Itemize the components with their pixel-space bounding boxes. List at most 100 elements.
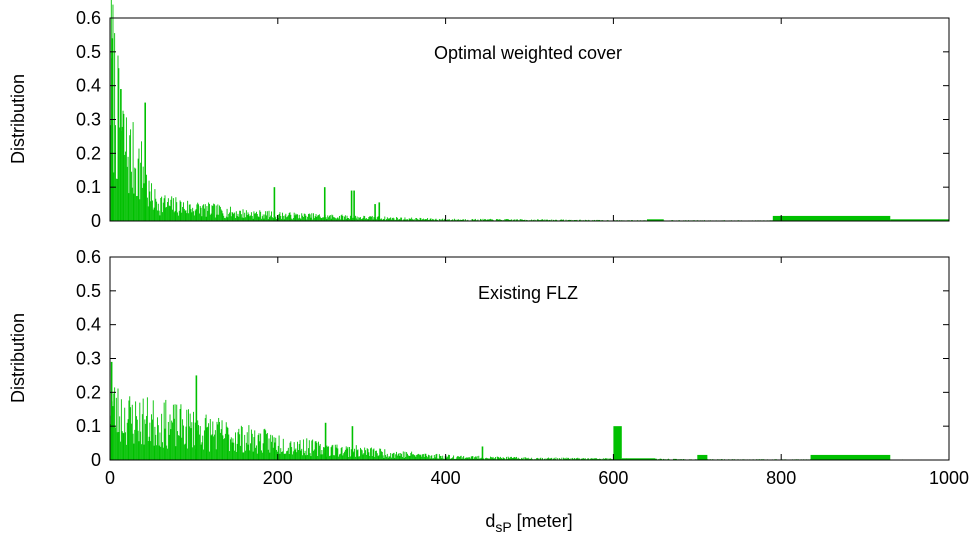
histogram-bar — [413, 219, 415, 221]
histogram-bar — [198, 425, 199, 460]
histogram-bar — [359, 456, 361, 460]
histogram-bar — [194, 210, 196, 221]
histogram-bar — [370, 447, 372, 460]
histogram-bar — [509, 219, 511, 221]
histogram-bar — [485, 219, 486, 221]
histogram-bar — [212, 421, 214, 460]
histogram-bar — [549, 219, 551, 221]
histogram-bar — [118, 431, 120, 460]
histogram-bar — [315, 441, 317, 460]
histogram-bar — [180, 201, 182, 221]
histogram-bar — [125, 432, 127, 460]
histogram-bar — [150, 441, 152, 460]
histogram-bar — [537, 219, 538, 221]
histogram-bar — [216, 214, 218, 221]
histogram-bar — [182, 419, 184, 460]
histogram-bar — [293, 442, 295, 460]
histogram-bar — [248, 425, 250, 460]
histogram-bar — [413, 454, 415, 460]
histogram-bar — [194, 422, 196, 460]
histogram-bar — [398, 453, 400, 460]
histogram-bar — [301, 448, 303, 460]
histogram-bar — [383, 457, 385, 460]
histogram-bar — [565, 219, 567, 221]
y-tick-label: 0.5 — [76, 281, 101, 301]
histogram-bar — [329, 215, 331, 221]
histogram-bar — [291, 218, 293, 221]
histogram-bar — [526, 458, 528, 460]
histogram-bar — [446, 219, 448, 221]
histogram-bar — [380, 219, 382, 221]
histogram-bar — [384, 449, 386, 460]
histogram-bar — [270, 215, 272, 221]
histogram-bar — [146, 397, 148, 460]
histogram-bar — [485, 458, 486, 460]
histogram-bar — [142, 398, 144, 460]
histogram-bar — [136, 195, 138, 221]
histogram-bar — [308, 440, 310, 460]
histogram-bar — [348, 457, 350, 460]
histogram-bar — [399, 219, 401, 221]
histogram-bar — [490, 456, 491, 460]
histogram-bar — [167, 448, 168, 460]
histogram-bar — [402, 451, 404, 460]
histogram-bar — [508, 457, 510, 460]
histogram-bar — [274, 442, 276, 460]
histogram-bar — [479, 458, 481, 460]
histogram-bar — [417, 454, 418, 460]
histogram-bar — [280, 448, 282, 460]
histogram-bar — [305, 215, 307, 221]
histogram-bar — [510, 456, 512, 460]
histogram-bar — [146, 415, 147, 460]
histogram-bar — [328, 217, 330, 221]
histogram-bar — [121, 431, 123, 460]
histogram-bar — [309, 453, 311, 460]
histogram-bar — [401, 217, 403, 221]
histogram-bar — [243, 452, 245, 460]
histogram-bar — [281, 212, 283, 221]
histogram-bar — [393, 218, 395, 221]
histogram-bar — [354, 215, 356, 221]
histogram-bar — [521, 219, 523, 221]
histogram-bar — [547, 457, 549, 460]
histogram-bar — [289, 442, 291, 460]
histogram-bar — [605, 458, 606, 460]
histogram-bar — [513, 457, 515, 460]
histogram-bar — [269, 452, 271, 460]
histogram-bar — [404, 217, 406, 221]
histogram-bar — [199, 206, 201, 221]
histogram-bar — [477, 458, 479, 460]
histogram-bar — [285, 213, 287, 221]
histogram-bar — [531, 457, 533, 460]
histogram-bar — [375, 219, 377, 221]
histogram-bar — [609, 458, 611, 460]
histogram-bar — [434, 457, 436, 460]
histogram-bar — [454, 219, 456, 221]
histogram-bar — [297, 218, 299, 221]
histogram-bar — [153, 445, 155, 460]
histogram-bar — [291, 447, 293, 460]
histogram-bar — [115, 125, 116, 221]
histogram-bar — [197, 420, 199, 460]
histogram-bar — [419, 455, 421, 460]
histogram-bar — [130, 129, 132, 221]
histogram-bar — [483, 458, 485, 460]
histogram-bar — [116, 432, 118, 460]
histogram-bar — [189, 204, 191, 221]
histogram-bar — [438, 454, 440, 460]
histogram-bar — [272, 218, 274, 221]
histogram-bar — [188, 409, 189, 460]
histogram-bar — [295, 448, 297, 460]
histogram-bar — [116, 178, 118, 221]
histogram-bar — [191, 422, 193, 460]
histogram-bar — [377, 216, 379, 221]
histogram-bar — [365, 218, 367, 221]
histogram-bar — [326, 218, 328, 221]
histogram-bar — [326, 445, 328, 460]
histogram-bar — [266, 215, 267, 221]
histogram-bar — [411, 451, 413, 460]
histogram-bar — [311, 440, 313, 460]
histogram-bar — [485, 457, 487, 460]
histogram-bar — [319, 443, 321, 460]
histogram-bar — [161, 196, 163, 221]
